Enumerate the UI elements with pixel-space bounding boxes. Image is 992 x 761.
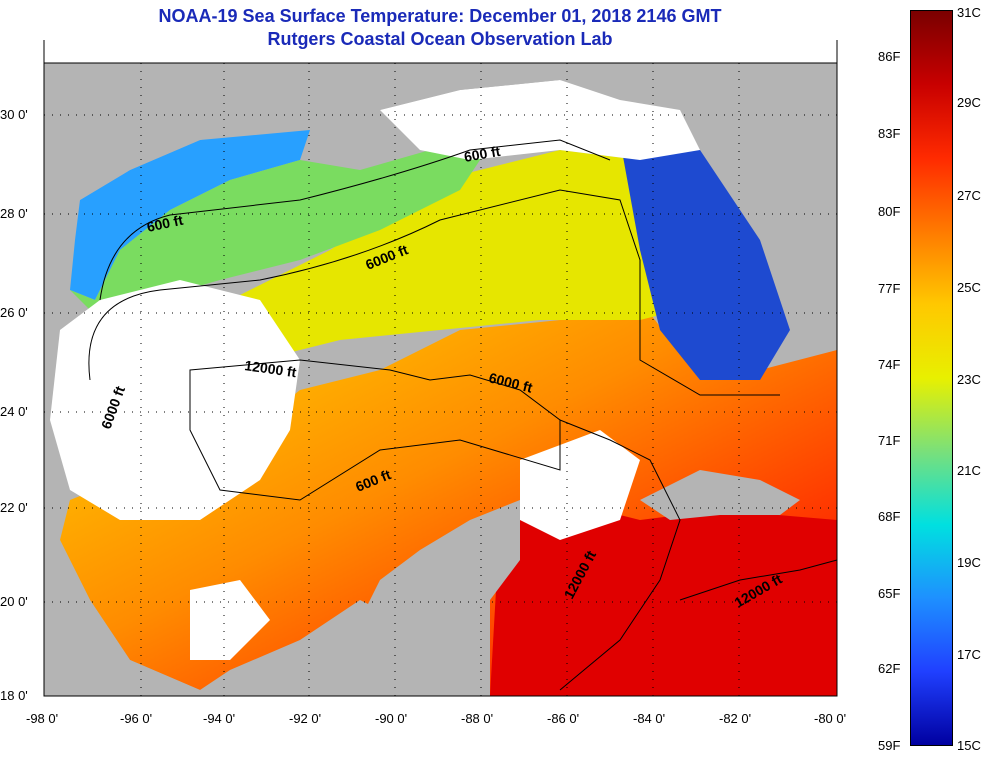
lat-label: 26 0' (0, 305, 28, 320)
contour-label-600ft-west: 600 ft (145, 212, 184, 235)
lat-label: 28 0' (0, 206, 28, 221)
colorbar-f-label: 68F (878, 509, 901, 524)
colorbar-c-label: 21C (957, 463, 981, 478)
texas-coast-cool (70, 125, 310, 300)
colorbar-c-label: 31C (957, 5, 981, 20)
mexico-land (44, 500, 230, 696)
lon-label: -90 0' (375, 711, 407, 726)
colorbar-c-label: 25C (957, 280, 981, 295)
cloud-cover-mexico (190, 580, 270, 660)
lat-label: 20 0' (0, 594, 28, 609)
florida-land (740, 63, 837, 340)
lon-label: -84 0' (633, 711, 665, 726)
latitude-labels: 30 0' 28 0' 26 0' 24 0' 22 0' 20 0' 18 0… (0, 107, 28, 703)
lon-label: -94 0' (203, 711, 235, 726)
colorbar-c-label: 19C (957, 555, 981, 570)
map-frame (43, 62, 838, 697)
cloud-cover-north (380, 80, 700, 160)
colorbar-f-label: 74F (878, 357, 901, 372)
contour-label-12000ft-west: 12000 ft (244, 357, 298, 380)
lon-label: -92 0' (289, 711, 321, 726)
map-title: NOAA-19 Sea Surface Temperature: Decembe… (158, 6, 722, 26)
lat-label: 18 0' (0, 688, 28, 703)
colorbar-f-label: 65F (878, 586, 901, 601)
caribbean-hot-water (490, 500, 837, 696)
cuba-land (640, 470, 800, 520)
yucatan-land (360, 500, 520, 696)
lat-label: 24 0' (0, 404, 28, 419)
axis-ticks (43, 40, 838, 63)
contour-label-600ft-north: 600 ft (463, 143, 502, 165)
lat-label: 30 0' (0, 107, 28, 122)
colorbar-f-label: 77F (878, 281, 901, 296)
shelf-cyan (70, 130, 500, 320)
colorbar-f-label: 71F (878, 433, 901, 448)
lon-label: -80 0' (814, 711, 846, 726)
lat-label: 22 0' (0, 500, 28, 515)
colorbar-c-label: 15C (957, 738, 981, 753)
temperature-color-bar (910, 10, 953, 746)
map-subtitle: Rutgers Coastal Ocean Observation Lab (267, 29, 613, 49)
us-gulf-coast-land (44, 63, 740, 260)
northern-gulf-yellow (230, 150, 720, 360)
colorbar-f-label: 62F (878, 661, 901, 676)
cloud-cover-west (50, 280, 300, 520)
lon-label: -86 0' (547, 711, 579, 726)
florida-shelf-blue (620, 140, 790, 380)
colorbar-f-label: 83F (878, 126, 901, 141)
cloud-cover-yucatan (520, 430, 640, 540)
lon-label: -82 0' (719, 711, 751, 726)
lon-label: -98 0' (26, 711, 58, 726)
colorbar-c-label: 23C (957, 372, 981, 387)
bathymetry-contours (88, 139, 838, 691)
longitude-labels: -98 0' -96 0' -94 0' -92 0' -90 0' -88 0… (26, 711, 846, 726)
colorbar-c-label: 29C (957, 95, 981, 110)
colorbar-f-label: 86F (878, 49, 901, 64)
lon-label: -96 0' (120, 711, 152, 726)
colorbar-c-label: 17C (957, 647, 981, 662)
colorbar-c-label: 27C (957, 188, 981, 203)
lon-label: -88 0' (461, 711, 493, 726)
colorbar-f-label: 59F (878, 738, 901, 753)
colorbar-f-label: 80F (878, 204, 901, 219)
